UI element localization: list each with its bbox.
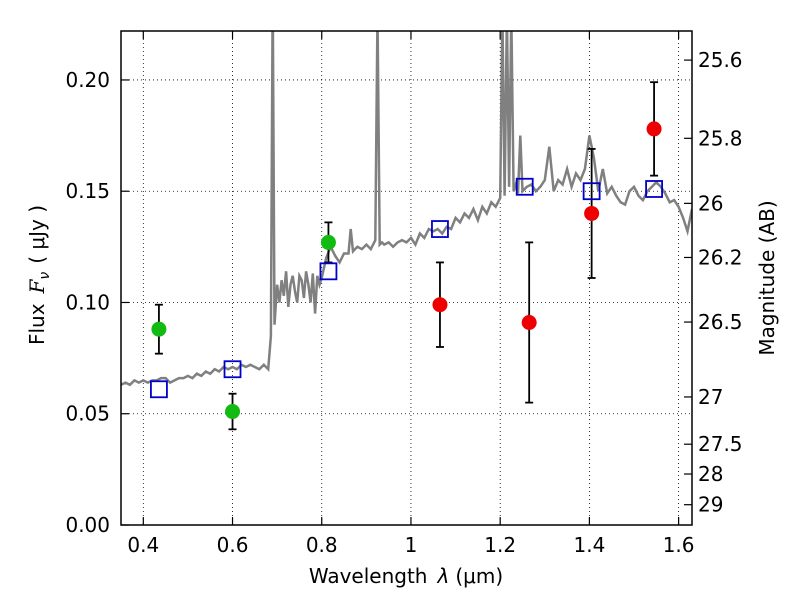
y2-tick-label: 26.5: [698, 310, 743, 334]
observed-point-red: [521, 315, 537, 331]
y2-tick-label: 25.8: [698, 126, 743, 150]
observed-point-green: [151, 321, 167, 337]
y-tick-label: 0.15: [65, 179, 110, 203]
x-tick-label: 1: [405, 533, 418, 557]
model-square: [431, 220, 449, 238]
x-axis-title-symbol: λ: [437, 564, 450, 588]
y2-tick-label: 27.5: [698, 432, 743, 456]
y2-tick-label: 26.2: [698, 245, 743, 269]
x-axis: 0.4 0.6 0.8 1 1.2 1.4 1.6: [127, 31, 695, 557]
x-tick-label: 0.8: [306, 533, 338, 557]
model-square: [582, 182, 601, 201]
y-tick-label: 0.20: [65, 68, 110, 92]
x-tick-label: 1.2: [484, 533, 516, 557]
y2-tick-label: 27: [698, 385, 723, 409]
model-points: [150, 177, 663, 399]
model-square: [645, 180, 663, 198]
y2-tick-label: 25.6: [698, 48, 743, 72]
x-tick-label: 0.4: [127, 533, 159, 557]
y2-tick-label: 29: [698, 493, 723, 517]
y-axis-title-subscript: ν: [37, 272, 53, 280]
y-axis-title: Flux Fν ( μJy ): [25, 205, 53, 345]
observed-point-green: [225, 404, 241, 420]
y-tick-label: 0.00: [65, 513, 110, 537]
y-axis-title-text: Flux: [25, 303, 49, 345]
y-axis-title-unit: ( μJy ): [25, 205, 49, 264]
x-axis-title-unit: (μm): [455, 564, 503, 588]
x-tick-label: 1.6: [663, 533, 695, 557]
grid: [121, 31, 692, 526]
y-tick-label: 0.10: [65, 290, 110, 314]
x-tick-label: 0.6: [217, 533, 249, 557]
observed-point-red: [646, 121, 662, 137]
y-tick-label: 0.05: [65, 402, 110, 426]
x-axis-title-text: Wavelength: [309, 564, 428, 588]
model-square: [223, 360, 242, 379]
observed-points: [151, 121, 662, 420]
y2-axis: 25.6 25.8 26 26.2 26.5 27 27.5 28 29: [684, 48, 743, 517]
model-square: [319, 262, 338, 281]
observed-point-green: [320, 234, 336, 250]
model-square: [150, 380, 168, 399]
x-tick-label: 1.4: [573, 533, 605, 557]
y-axis-title-symbol: F: [25, 278, 49, 294]
observed-point-red: [432, 297, 448, 313]
y-axis: 0.00 0.05 0.10 0.15 0.20: [65, 68, 129, 537]
y2-axis-title: Magnitude (AB): [755, 200, 779, 355]
plot-area: [121, 31, 692, 431]
spectrum-line: [121, 31, 692, 387]
y2-tick-label: 26: [698, 191, 723, 215]
model-square: [515, 177, 534, 196]
x-axis-title: Wavelength λ (μm): [309, 564, 503, 588]
plot-frame: [120, 30, 693, 526]
observed-point-red: [584, 205, 600, 221]
y2-tick-label: 28: [698, 462, 723, 486]
